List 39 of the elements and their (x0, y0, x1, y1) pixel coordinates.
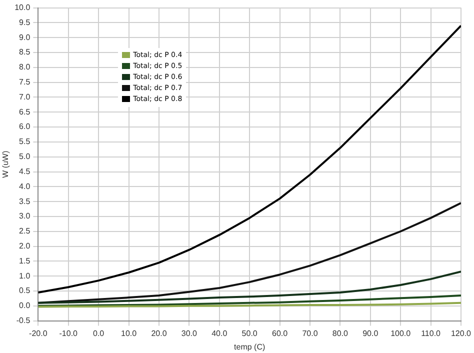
y-tick-label: 7.0 (19, 92, 31, 102)
y-tick-label: 3.5 (19, 196, 31, 206)
y-tick-label: 5.5 (19, 137, 31, 146)
y-tick-label: 6.5 (19, 107, 31, 116)
y-tick-label: 7.5 (19, 78, 31, 87)
y-tick-label: 9.5 (19, 18, 31, 27)
y-tick-label: 9.0 (19, 32, 31, 42)
x-tick-label: 120.0 (450, 328, 472, 338)
x-tick-label: 50.0 (242, 328, 258, 338)
y-tick-label: 2.5 (19, 226, 31, 236)
y-tick-label: 4.0 (19, 182, 31, 191)
y-tick-label: 0.5 (19, 286, 31, 296)
y-tick-label: 5.0 (19, 152, 31, 162)
x-tick-label: 20.0 (151, 328, 168, 338)
x-tick-label: 80.0 (332, 328, 349, 338)
x-axis-title: temp (C) (234, 342, 266, 352)
x-tick-label: 40.0 (212, 328, 228, 338)
y-tick-label: 6.0 (19, 122, 31, 132)
y-tick-label: 0.0 (19, 301, 31, 310)
x-tick-label: 70.0 (302, 328, 318, 338)
x-tick-label: 30.0 (181, 328, 198, 338)
x-tick-label: 90.0 (362, 328, 379, 338)
y-tick-label: -0.5 (16, 316, 31, 326)
y-tick-label: 10.0 (14, 3, 31, 12)
y-tick-label: 4.5 (19, 166, 31, 176)
y-tick-label: 8.0 (19, 62, 31, 72)
x-tick-label: -10.0 (59, 328, 78, 338)
x-tick-label: 60.0 (272, 328, 288, 338)
y-tick-label: 1.0 (19, 271, 31, 280)
y-tick-label: 8.5 (19, 48, 31, 57)
y-axis-title: W (uW) (1, 150, 10, 178)
y-tick-label: 1.5 (19, 256, 31, 266)
y-tick-label: 3.0 (19, 212, 31, 221)
x-tick-label: 0.0 (93, 328, 105, 338)
y-tick-label: 2.0 (19, 241, 31, 250)
x-tick-label: 110.0 (421, 328, 442, 338)
x-tick-label: 10.0 (120, 328, 138, 338)
x-tick-label: 100.0 (390, 328, 412, 338)
x-tick-label: -20.0 (29, 328, 48, 338)
